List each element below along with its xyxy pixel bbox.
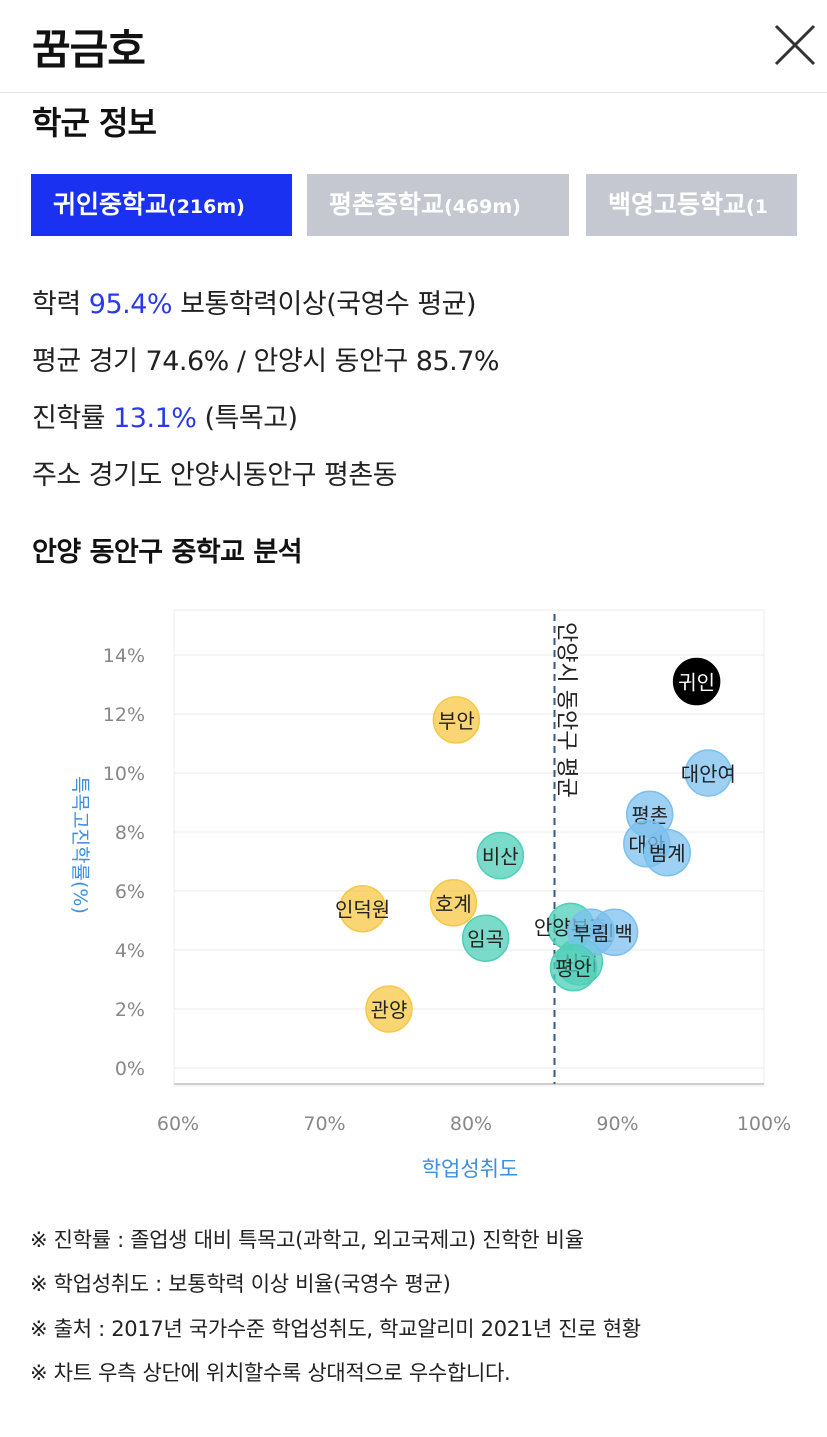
- data-point: [476, 831, 525, 880]
- school-tabs: 귀인중학교(216m) 평촌중학교(469m) 백영고등학교(1: [31, 174, 797, 236]
- y-tick-label: 14%: [103, 645, 145, 667]
- panel-header: 꿈금호: [0, 0, 827, 93]
- average-reference-label: 안양시 동안구 평균: [554, 622, 579, 798]
- data-point: [429, 879, 478, 927]
- x-tick-label: 90%: [596, 1113, 638, 1135]
- academic-value: 95.4%: [88, 289, 173, 320]
- x-tick-label: 100%: [737, 1113, 791, 1135]
- tab-school-3[interactable]: 백영고등학교(1: [586, 174, 797, 236]
- data-point-label: 호계: [435, 892, 472, 916]
- data-point-label: 인덕원: [335, 898, 390, 922]
- tab-school-name: 백영고등학교: [608, 190, 747, 219]
- y-tick-label: 0%: [115, 1058, 145, 1080]
- scatter-chart: 0% 2% 4% 6% 8% 10% 12% 14% 60% 70% 80% 90% 100% 학업성취도…: [69, 609, 791, 1181]
- tab-school-distance: (1: [746, 196, 768, 218]
- x-tick-label: 70%: [303, 1113, 345, 1135]
- data-point: [365, 985, 413, 1033]
- tab-school-2[interactable]: 평촌중학교(469m): [307, 174, 569, 236]
- x-tick-label: 60%: [157, 1113, 199, 1135]
- data-point: [549, 943, 598, 992]
- tab-school-distance: (216m): [168, 196, 245, 218]
- data-point-label: 부림: [573, 921, 610, 945]
- data-point: [684, 749, 733, 797]
- note-source: ※ 출처 : 2017년 국가수준 학업성취도, 학교알리미 2021년 진로 …: [30, 1317, 641, 1341]
- y-tick-label: 4%: [115, 940, 145, 962]
- data-point-label: 관양: [371, 998, 408, 1022]
- data-point-label: 부안: [438, 709, 475, 733]
- y-tick-label: 10%: [103, 763, 145, 785]
- note-achievement: ※ 학업성취도 : 보통학력 이상 비율(국영수 평균): [30, 1272, 451, 1296]
- data-point-label: 범계: [649, 842, 686, 866]
- data-point: [432, 696, 481, 744]
- data-point: [461, 914, 510, 962]
- address-info: 주소 경기도 안양시동안구 평촌동: [32, 460, 398, 491]
- data-point-label: 임곡: [467, 927, 504, 951]
- x-axis-label: 학업성취도: [422, 1157, 519, 1181]
- close-icon[interactable]: [770, 20, 820, 70]
- note-position: ※ 차트 우측 상단에 위치할수록 상대적으로 우수합니다.: [30, 1361, 511, 1385]
- advance-info: 진학률 13.1% (특목고): [32, 396, 298, 435]
- academic-suffix: 보통학력이상(국영수 평균): [180, 289, 477, 320]
- school-info-heading: 학군 정보: [32, 104, 157, 142]
- advance-label: 진학률: [32, 403, 106, 434]
- data-point-label: 비산: [482, 845, 519, 869]
- advance-suffix: (특목고): [204, 403, 299, 434]
- y-tick-label: 2%: [115, 999, 145, 1021]
- page-title: 꿈금호: [32, 25, 146, 74]
- tab-school-name: 귀인중학교: [53, 190, 169, 219]
- data-point: [338, 884, 387, 933]
- academic-info: 학력 95.4% 보통학력이상(국영수 평균): [32, 282, 477, 321]
- y-tick-label: 6%: [115, 881, 145, 903]
- y-axis-label: 특목고진학률(%): [69, 776, 91, 914]
- data-point-label: 귀인: [678, 671, 715, 695]
- analysis-title: 안양 동안구 중학교 분석: [32, 537, 303, 568]
- data-point: [643, 828, 692, 877]
- note-advance-rate: ※ 진학률 : 졸업생 대비 특목고(과학고, 외고국제고) 진학한 비율: [30, 1228, 584, 1252]
- data-point: [672, 657, 721, 706]
- x-tick-label: 80%: [450, 1113, 492, 1135]
- y-tick-label: 8%: [115, 822, 145, 844]
- academic-label: 학력: [32, 289, 81, 320]
- advance-value: 13.1%: [113, 403, 197, 434]
- tab-school-1[interactable]: 귀인중학교(216m): [31, 174, 292, 236]
- average-info: 평균 경기 74.6% / 안양시 동안구 85.7%: [32, 346, 500, 377]
- tab-school-name: 평촌중학교: [329, 190, 445, 219]
- tab-school-distance: (469m): [444, 196, 521, 218]
- data-point-label: 평안: [555, 957, 592, 981]
- y-tick-label: 12%: [103, 704, 145, 726]
- data-point-label: 대안여: [681, 762, 736, 786]
